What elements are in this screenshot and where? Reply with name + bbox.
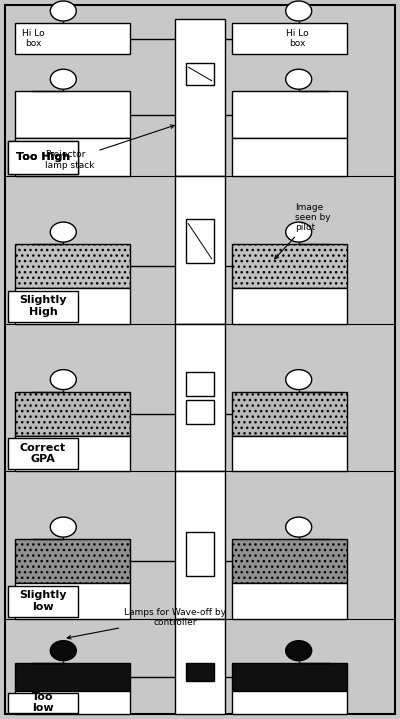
Bar xyxy=(15,584,130,619)
Bar xyxy=(232,23,347,55)
Bar xyxy=(15,691,130,714)
Text: Slightly
High: Slightly High xyxy=(19,296,67,317)
Ellipse shape xyxy=(286,222,312,242)
Ellipse shape xyxy=(286,517,312,537)
Bar xyxy=(232,288,347,324)
Text: Too
low: Too low xyxy=(32,692,54,713)
Ellipse shape xyxy=(50,370,76,390)
Bar xyxy=(15,138,130,176)
Text: Correct
GPA: Correct GPA xyxy=(20,443,66,464)
Ellipse shape xyxy=(286,641,312,661)
Bar xyxy=(175,471,225,619)
Bar xyxy=(232,91,347,138)
Bar xyxy=(232,663,347,691)
Bar xyxy=(232,244,347,288)
Bar xyxy=(8,141,78,174)
Bar xyxy=(186,532,214,576)
Bar xyxy=(186,219,214,263)
Bar xyxy=(175,324,225,471)
Ellipse shape xyxy=(286,370,312,390)
Bar xyxy=(186,662,214,680)
Text: Slightly
low: Slightly low xyxy=(19,590,67,612)
Bar xyxy=(186,372,214,395)
Bar xyxy=(232,392,347,436)
Text: Too High: Too High xyxy=(16,152,70,162)
Bar xyxy=(15,539,130,584)
Text: Hi Lo
box: Hi Lo box xyxy=(286,29,309,48)
Bar xyxy=(232,539,347,584)
Bar xyxy=(175,176,225,324)
Bar xyxy=(8,692,78,713)
Bar xyxy=(15,244,130,288)
Bar xyxy=(232,584,347,619)
Text: Too High: Too High xyxy=(16,152,70,162)
Ellipse shape xyxy=(286,1,312,21)
Bar xyxy=(15,23,130,55)
Bar xyxy=(15,288,130,324)
Bar xyxy=(8,585,78,617)
Text: Hi Lo
box: Hi Lo box xyxy=(22,29,44,48)
Bar xyxy=(8,141,78,174)
Bar xyxy=(15,663,130,691)
Text: Lamps for Wave-off by
controller: Lamps for Wave-off by controller xyxy=(67,608,226,639)
Bar xyxy=(186,63,214,85)
Bar xyxy=(232,691,347,714)
Ellipse shape xyxy=(286,69,312,89)
Bar xyxy=(232,138,347,176)
Bar xyxy=(8,438,78,469)
Ellipse shape xyxy=(50,517,76,537)
Ellipse shape xyxy=(50,69,76,89)
Ellipse shape xyxy=(50,222,76,242)
Bar xyxy=(15,436,130,471)
Bar xyxy=(175,19,225,176)
Bar xyxy=(232,436,347,471)
Bar xyxy=(175,619,225,714)
Bar xyxy=(15,392,130,436)
Bar xyxy=(8,290,78,322)
Text: Image
seen by
pilot: Image seen by pilot xyxy=(275,203,331,259)
Ellipse shape xyxy=(50,641,76,661)
Bar xyxy=(15,91,130,138)
Ellipse shape xyxy=(50,1,76,21)
Text: Projector
lamp stack: Projector lamp stack xyxy=(45,125,174,170)
Bar xyxy=(186,400,214,423)
